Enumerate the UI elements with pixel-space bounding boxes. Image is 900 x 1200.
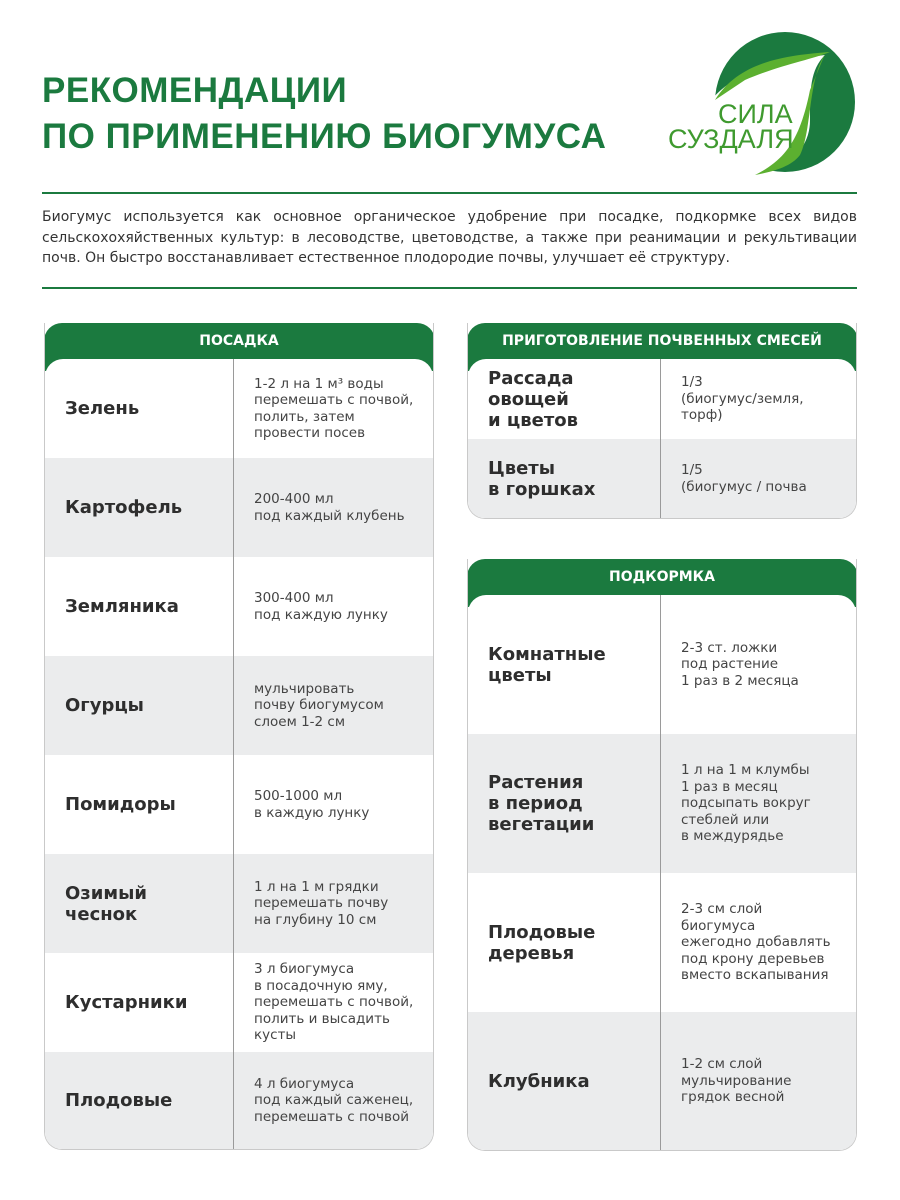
page-title: РЕКОМЕНДАЦИИ ПО ПРИМЕНЕНИЮ БИОГУМУСА <box>42 68 606 160</box>
dosage: 2-3 см слой биогумуса ежегодно добавлять… <box>681 901 831 984</box>
logo-text: СУЗДАЛЯ <box>668 124 794 154</box>
dosage: мульчировать почву биогумусом слоем 1-2 … <box>254 680 384 730</box>
dosage: 200-400 мл под каждый клубень <box>254 491 405 524</box>
crop-name-text: Рассада овощей и цветов <box>488 367 579 431</box>
dosage: 300-400 мл под каждую лунку <box>254 590 388 623</box>
dosage: 1/3 (биогумус/земля, торф) <box>681 374 804 424</box>
dosage: 1-2 л на 1 м³ воды перемешать с почвой, … <box>254 375 414 442</box>
crop-name: Растения в период вегетации <box>468 734 661 873</box>
table-row: Огурцы мульчировать почву биогумусом слое… <box>45 656 433 755</box>
dosage: 500-1000 мл в каждую лунку <box>254 788 370 821</box>
dosage: 1 л на 1 м грядки перемешать почву на гл… <box>254 878 389 928</box>
crop-name: Картофель <box>45 458 234 557</box>
logo: СИЛА СУЗДАЛЯ <box>668 32 855 178</box>
logo-text: СИЛА <box>718 99 793 129</box>
title-line: ПО ПРИМЕНЕНИЮ БИОГУМУСА <box>42 117 607 156</box>
title-line: РЕКОМЕНДАЦИИ <box>42 71 348 110</box>
crop-name-text: Цветы в горшках <box>488 457 596 500</box>
table-row: Рассада овощей и цветов 1/3 (биогумус/зем… <box>468 359 856 439</box>
crop-name: Помидоры <box>45 755 234 854</box>
dosage: 1-2 см слой мульчирование грядок весной <box>681 1056 792 1106</box>
crop-name-text: Растения в период вегетации <box>488 772 595 835</box>
crop-name-text: Клубника <box>488 1070 590 1092</box>
table-row: Цветы в горшках 1/5 (биогумус / почва <box>468 439 856 518</box>
table-row: Помидоры 500-1000 мл в каждую лунку <box>45 755 433 854</box>
dosage: 3 л биогумуса в посадочную яму, перемеша… <box>254 961 414 1044</box>
divider <box>42 287 857 289</box>
table-row: Зелень 1-2 л на 1 м³ воды перемешать с по… <box>45 359 433 458</box>
table-row: Комнатные цветы 2-3 ст. ложки под растени… <box>468 595 856 734</box>
crop-name-text: Плодовые <box>65 1090 173 1111</box>
dosage: 4 л биогумуса под каждый саженец, переме… <box>254 1075 414 1125</box>
intro-text: Биогумус используется как основное орган… <box>42 209 857 266</box>
crop-name-text: Озимый чеснок <box>65 882 147 925</box>
table-row: Картофель 200-400 мл под каждый клубень <box>45 458 433 557</box>
crop-name-text: Огурцы <box>65 695 144 716</box>
crop-name-text: Зелень <box>65 398 140 419</box>
crop-name-text: Земляника <box>65 596 179 617</box>
crop-name: Зелень <box>45 359 234 458</box>
table-row: Кустарники 3 л биогумуса в посадочную яму… <box>45 953 433 1052</box>
crop-name: Цветы в горшках <box>468 439 661 518</box>
table-header: ПОСАДКА <box>45 323 433 371</box>
table-row: Земляника 300-400 мл под каждую лунку <box>45 557 433 656</box>
dosage: 1/5 (биогумус / почва <box>681 462 807 495</box>
dosage: 2-3 ст. ложки под растение 1 раз в 2 мес… <box>681 639 799 689</box>
crop-name-text: Кустарники <box>65 992 188 1013</box>
table-header: ПОДКОРМКА <box>468 559 856 607</box>
crop-name: Клубника <box>468 1012 661 1150</box>
crop-name: Комнатные цветы <box>468 595 661 734</box>
table-header: ПРИГОТОВЛЕНИЕ ПОЧВЕННЫХ СМЕСЕЙ <box>468 323 856 371</box>
crop-name: Земляника <box>45 557 234 656</box>
crop-name: Рассада овощей и цветов <box>468 359 661 439</box>
crop-name: Плодовые деревья <box>468 873 661 1012</box>
crop-name: Огурцы <box>45 656 234 755</box>
crop-name-text: Помидоры <box>65 794 176 815</box>
dosage: 1 л на 1 м клумбы 1 раз в месяц подсыпат… <box>681 762 811 845</box>
feeding-table: ПОДКОРМКА Комнатные цветы 2-3 ст. ложки по… <box>467 559 857 1151</box>
crop-name: Плодовые <box>45 1052 234 1149</box>
crop-name: Озимый чеснок <box>45 854 234 953</box>
crop-name-text: Комнатные цветы <box>488 643 606 686</box>
table-row: Плодовые 4 л биогумуса под каждый саженец… <box>45 1052 433 1149</box>
divider <box>42 192 857 194</box>
table-row: Плодовые деревья 2-3 см слой биогумуса еж… <box>468 873 856 1012</box>
table-row: Клубника 1-2 см слой мульчирование грядок… <box>468 1012 856 1150</box>
crop-name: Кустарники <box>45 953 234 1052</box>
planting-table: ПОСАДКА Зелень 1-2 л на 1 м³ воды перемеша… <box>44 323 434 1150</box>
crop-name-text: Плодовые деревья <box>488 921 596 964</box>
crop-name-text: Картофель <box>65 497 183 518</box>
table-row: Озимый чеснок 1 л на 1 м грядки перемешат… <box>45 854 433 953</box>
table-row: Растения в период вегетации 1 л на 1 м кл… <box>468 734 856 873</box>
soil-mixes-table: ПРИГОТОВЛЕНИЕ ПОЧВЕННЫХ СМЕСЕЙ Рассада ов… <box>467 323 857 519</box>
